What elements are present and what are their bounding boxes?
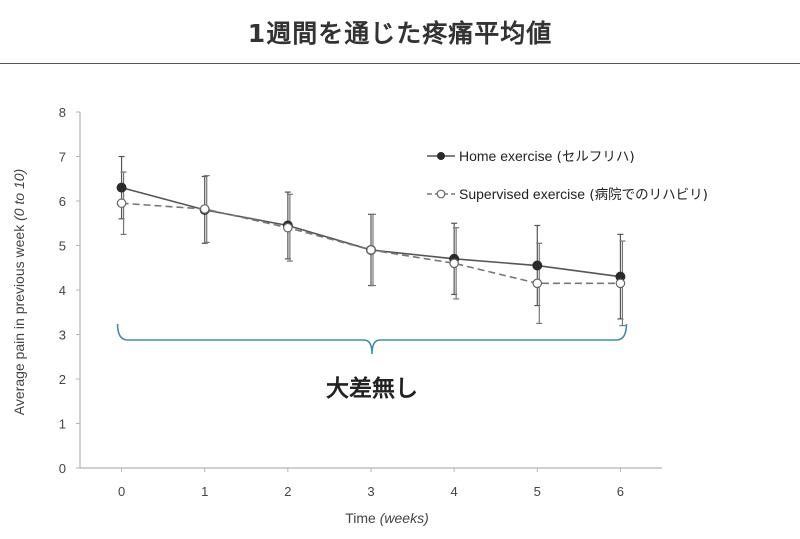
y-tick-label: 1: [59, 417, 66, 432]
data-point: [532, 278, 543, 289]
legend-series-note: (セルフリハ): [552, 149, 634, 165]
data-point: [283, 222, 293, 233]
chart-axes: 0 1 2 3 4 5 6 7 8 0 1 2 3 4 5 6 Time (weeks) Average pain…: [11, 105, 662, 526]
x-axis-title: Time (weeks): [345, 510, 429, 526]
x-tick-label: 3: [367, 484, 374, 499]
chart-annotation: 大差無し: [116, 323, 628, 402]
annotation-label: 大差無し: [326, 375, 418, 402]
data-point: [199, 204, 210, 214]
data-point: [532, 260, 543, 271]
legend-series-note: (病院でのリハビリ): [585, 187, 708, 203]
legend-series-name: Home exercise: [459, 148, 553, 164]
y-tick-label: 5: [59, 239, 66, 254]
y-tick-label: 8: [59, 105, 66, 120]
data-point: [615, 278, 626, 289]
bracket: [116, 323, 628, 355]
y-axis-title: Average pain in previous week (0 to 10): [11, 169, 27, 415]
chart-legend: Home exercise (セルフリハ) Supervised exercise…: [427, 148, 708, 203]
series-markers: [116, 182, 626, 289]
y-tick-label: 3: [59, 328, 66, 343]
y-axis-title-unit: (0 to 10): [11, 169, 27, 221]
data-point: [366, 245, 376, 255]
legend-label: Supervised exercise (病院でのリハビリ): [459, 186, 708, 203]
legend-marker: [437, 152, 445, 160]
data-point: [116, 198, 127, 209]
x-tick-label: 4: [451, 484, 458, 499]
data-point: [116, 182, 127, 193]
error-bars: [118, 155, 626, 327]
data-point: [449, 258, 459, 269]
y-axis-title-main: Average pain in previous week: [11, 221, 27, 415]
x-tick-label: 5: [534, 484, 541, 499]
y-tick-label: 0: [59, 461, 66, 476]
x-tick-label: 1: [201, 484, 208, 499]
x-tick-label: 0: [118, 484, 125, 499]
y-tick-label: 4: [59, 283, 66, 298]
x-axis-title-main: Time: [345, 510, 379, 526]
title-divider: [0, 63, 800, 64]
legend-marker: [436, 189, 446, 199]
y-tick-label: 6: [59, 194, 66, 209]
y-tick-label: 7: [59, 150, 66, 165]
legend-series-name: Supervised exercise: [459, 186, 585, 202]
x-tick-label: 2: [284, 484, 291, 499]
x-axis-title-unit: (weeks): [380, 510, 429, 526]
page-title: 1週間を通じた疼痛平均値: [247, 19, 553, 48]
legend-label: Home exercise (セルフリハ): [459, 148, 635, 165]
x-tick-label: 6: [617, 484, 624, 499]
y-tick-label: 2: [59, 372, 66, 387]
